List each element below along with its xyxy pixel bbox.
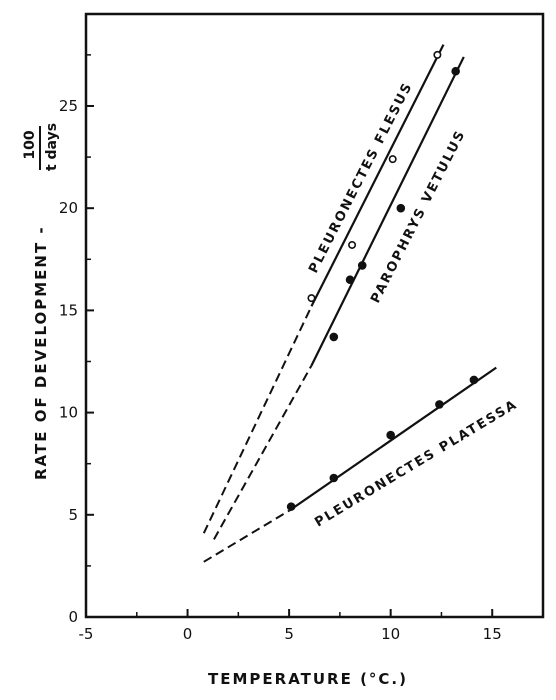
data-point-1 [329, 332, 339, 342]
series-label-platessa: PLEURONECTES PLATESSA [312, 397, 520, 530]
x-tick-label: 0 [183, 625, 193, 643]
fit-line-dashed-1 [213, 365, 313, 540]
data-points [286, 50, 479, 511]
y-tick-label: 15 [59, 301, 78, 319]
x-tick-label: 5 [284, 625, 294, 643]
y-tick-label: 20 [59, 199, 78, 217]
data-point-2 [329, 473, 339, 483]
data-point-2 [386, 430, 395, 440]
data-point-1 [451, 66, 460, 76]
y-tick-label: 25 [59, 97, 78, 115]
data-point-1 [396, 203, 406, 213]
y-tick-label: 0 [68, 608, 78, 626]
y-axis-ticks: 0 5 10 15 20 25 [59, 54, 94, 626]
x-axis-title: TEMPERATURE (°C.) [208, 670, 408, 688]
x-tick-label: -5 [79, 625, 94, 643]
series-label-vetulus: PAROPHRYS VETULUS [368, 127, 469, 305]
data-point-2 [469, 375, 479, 385]
x-tick-label: 15 [483, 625, 502, 643]
x-tick-label: 10 [381, 625, 400, 643]
data-point-1 [345, 275, 355, 285]
fit-line-solid-2 [288, 366, 497, 512]
y-tick-label: 5 [68, 506, 78, 524]
data-point-1 [357, 261, 367, 270]
fit-line-dashed-0 [202, 305, 313, 534]
fit-line-solid-1 [310, 56, 465, 367]
data-point-0 [307, 294, 316, 303]
data-point-2 [286, 502, 296, 511]
data-point-0 [388, 155, 397, 164]
plot-frame [84, 12, 545, 619]
data-point-0 [433, 50, 442, 59]
y-axis-title: RATE OF DEVELOPMENT - [32, 225, 50, 480]
fit-line-solid-0 [310, 44, 445, 307]
y-tick-label: 10 [59, 404, 78, 422]
y-axis-fraction-denominator: t days [44, 123, 60, 171]
data-point-2 [435, 400, 444, 409]
y-axis-fraction-numerator: 100 [22, 130, 38, 159]
fit-line-dashed-2 [203, 509, 290, 563]
data-point-0 [348, 240, 357, 249]
x-axis-ticks: -5 0 5 10 15 [79, 609, 502, 643]
regression-lines [202, 44, 497, 563]
